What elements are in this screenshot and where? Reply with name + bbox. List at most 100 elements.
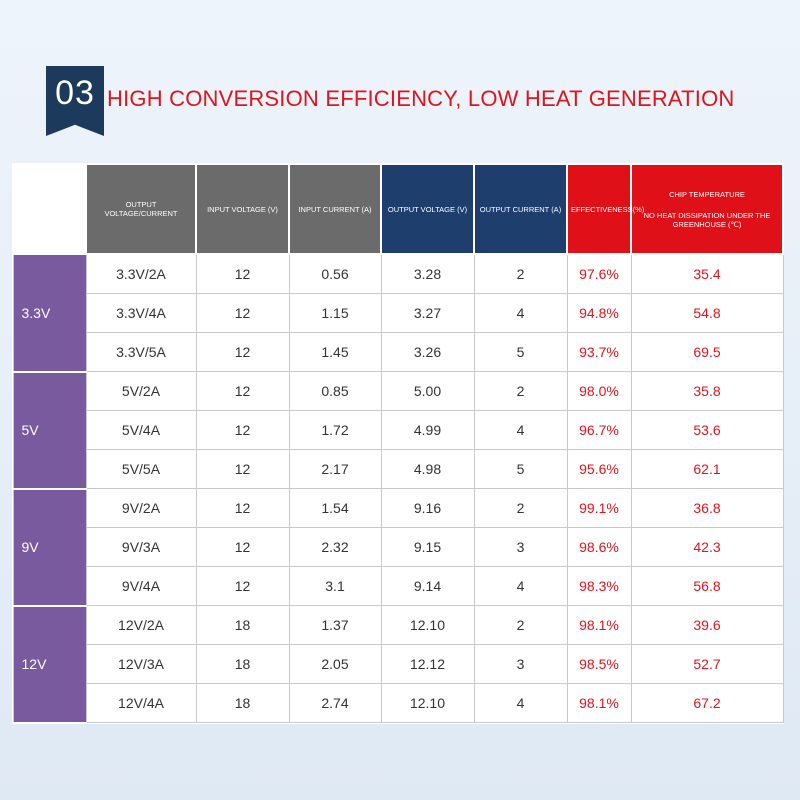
header: 03 HIGH CONVERSION EFFICIENCY, LOW HEAT … [0,0,800,160]
output-current-cell: 2 [473,371,568,411]
table-row: 5V/5A 12 2.17 4.98 5 95.6% 62.1 [13,449,784,489]
output-voltage-cell: 3.26 [380,332,475,372]
chip-temperature-cell: 35.4 [630,253,784,294]
output-voltage-cell: 3.28 [380,253,475,294]
voltage-group-label: 5V [12,371,87,490]
spec-cell: 12V/3A [85,644,197,684]
input-current-cell: 1.15 [288,293,382,333]
header-chip-temperature-label: CHIP TEMPERATURE [669,189,745,199]
chip-temperature-cell: 54.8 [630,293,784,333]
chip-temperature-cell: 36.8 [630,488,784,528]
header-chip-temperature-sub: NO HEAT DISSIPATION UNDER THE GREENHOUSE… [643,210,771,229]
input-current-cell: 3.1 [288,566,382,606]
spec-cell: 12V/4A [85,683,197,723]
output-current-cell: 2 [473,605,568,645]
table-row: 5V/4A 12 1.72 4.99 4 96.7% 53.6 [13,410,784,450]
table-row: 3.3V 3.3V/2A 12 0.56 3.28 2 97.6% 35.4 [12,253,784,373]
header-blank-cell [12,163,87,255]
efficiency-table-container: OUTPUT VOLTAGE/CURRENT INPUT VOLTAGE (V)… [12,163,784,724]
effectiveness-cell: 96.7% [566,410,632,450]
output-current-cell: 5 [473,332,568,372]
effectiveness-cell: 97.6% [566,253,632,294]
input-voltage-cell: 12 [195,449,290,489]
chip-temperature-cell: 42.3 [630,527,784,567]
output-current-cell: 4 [473,683,568,723]
input-current-cell: 0.85 [288,371,382,411]
output-voltage-cell: 12.10 [380,683,475,723]
output-voltage-cell: 12.12 [380,644,475,684]
input-current-cell: 1.54 [288,488,382,528]
header-output-voltage: OUTPUT VOLTAGE (V) [380,163,475,255]
spec-cell: 3.3V/4A [85,293,197,333]
chip-temperature-cell: 62.1 [630,449,784,489]
input-voltage-cell: 18 [195,683,290,723]
table-row: 12V/4A 18 2.74 12.10 4 98.1% 67.2 [13,683,784,723]
voltage-group-label: 3.3V [12,253,87,373]
input-voltage-cell: 12 [195,488,290,528]
spec-cell: 5V/5A [85,449,197,489]
output-current-cell: 3 [473,644,568,684]
input-current-cell: 1.72 [288,410,382,450]
output-voltage-cell: 5.00 [380,371,475,411]
chip-temperature-cell: 53.6 [630,410,784,450]
chip-temperature-cell: 69.5 [630,332,784,372]
header-input-voltage: INPUT VOLTAGE (V) [195,163,290,255]
table-row: 9V 9V/2A 12 1.54 9.16 2 99.1% 36.8 [12,488,784,607]
input-current-cell: 1.37 [288,605,382,645]
table-header-row: OUTPUT VOLTAGE/CURRENT INPUT VOLTAGE (V)… [12,163,784,255]
output-voltage-cell: 9.16 [380,488,475,528]
input-voltage-cell: 18 [195,605,290,645]
output-voltage-cell: 4.99 [380,410,475,450]
output-voltage-cell: 9.15 [380,527,475,567]
effectiveness-cell: 98.3% [566,566,632,606]
table-row: 12V/3A 18 2.05 12.12 3 98.5% 52.7 [13,644,784,684]
effectiveness-cell: 99.1% [566,488,632,528]
input-voltage-cell: 12 [195,293,290,333]
input-current-cell: 2.32 [288,527,382,567]
header-chip-temperature: CHIP TEMPERATURE NO HEAT DISSIPATION UND… [630,163,784,255]
header-output-voltage-current: OUTPUT VOLTAGE/CURRENT [85,163,197,255]
table-row: 9V/3A 12 2.32 9.15 3 98.6% 42.3 [13,527,784,567]
input-voltage-cell: 12 [195,566,290,606]
input-current-cell: 0.56 [288,253,382,294]
input-voltage-cell: 18 [195,644,290,684]
input-current-cell: 2.05 [288,644,382,684]
table-row: 3.3V/4A 12 1.15 3.27 4 94.8% 54.8 [13,293,784,333]
effectiveness-cell: 93.7% [566,332,632,372]
table-row: 12V 12V/2A 18 1.37 12.10 2 98.1% 39.6 [12,605,784,724]
header-input-current: INPUT CURRENT (A) [288,163,382,255]
table-row: 9V/4A 12 3.1 9.14 4 98.3% 56.8 [13,566,784,606]
output-voltage-cell: 4.98 [380,449,475,489]
spec-cell: 5V/4A [85,410,197,450]
effectiveness-cell: 98.0% [566,371,632,411]
table-row: 3.3V/5A 12 1.45 3.26 5 93.7% 69.5 [13,332,784,372]
chip-temperature-cell: 39.6 [630,605,784,645]
input-current-cell: 1.45 [288,332,382,372]
chip-temperature-cell: 35.8 [630,371,784,411]
input-voltage-cell: 12 [195,410,290,450]
chip-temperature-cell: 67.2 [630,683,784,723]
output-current-cell: 5 [473,449,568,489]
output-voltage-cell: 3.27 [380,293,475,333]
output-current-cell: 2 [473,488,568,528]
effectiveness-cell: 98.5% [566,644,632,684]
section-number-badge: 03 [46,66,104,136]
spec-cell: 3.3V/2A [85,253,197,294]
input-current-cell: 2.17 [288,449,382,489]
output-current-cell: 3 [473,527,568,567]
spec-cell: 12V/2A [85,605,197,645]
voltage-group-label: 12V [12,605,87,724]
input-current-cell: 2.74 [288,683,382,723]
spec-cell: 5V/2A [85,371,197,411]
output-current-cell: 4 [473,410,568,450]
chip-temperature-cell: 52.7 [630,644,784,684]
spec-cell: 9V/4A [85,566,197,606]
chip-temperature-cell: 56.8 [630,566,784,606]
effectiveness-cell: 94.8% [566,293,632,333]
spec-cell: 3.3V/5A [85,332,197,372]
input-voltage-cell: 12 [195,527,290,567]
header-effectiveness: EFFECTIVENESS(%) [566,163,644,255]
header-output-current: OUTPUT CURRENT (A) [473,163,568,255]
output-current-cell: 4 [473,566,568,606]
effectiveness-cell: 98.1% [566,605,632,645]
